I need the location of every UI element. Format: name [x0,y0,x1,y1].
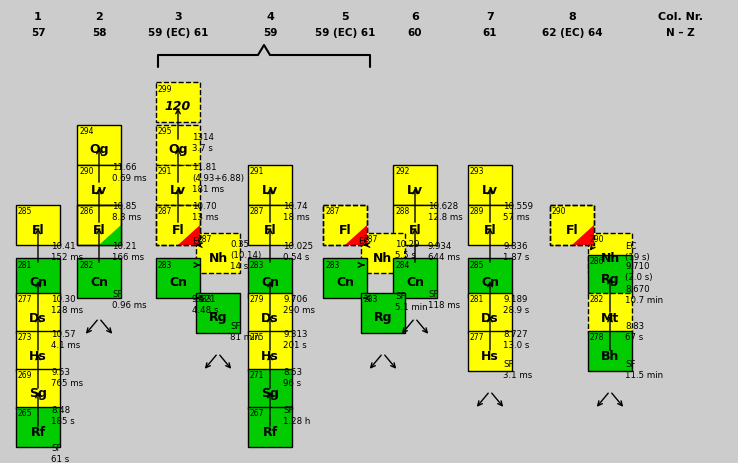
Text: Lv: Lv [262,183,278,196]
Text: Og: Og [168,144,187,156]
Bar [588,331,632,371]
Text: SF
61 s: SF 61 s [51,444,69,463]
Bar [16,258,60,298]
Text: 289: 289 [470,207,484,217]
Bar [468,331,512,371]
Text: Fl: Fl [483,224,497,237]
Text: Og: Og [89,144,108,156]
Text: Rf: Rf [30,425,46,438]
Text: 10.559
57 ms: 10.559 57 ms [503,202,533,222]
Text: 7: 7 [486,12,494,22]
Text: 59: 59 [263,28,277,38]
Text: 9.706
290 ms: 9.706 290 ms [283,295,315,315]
Text: 286: 286 [79,207,94,217]
Bar [468,165,512,205]
Bar [156,165,200,205]
Polygon shape [178,225,200,245]
Text: 288: 288 [395,207,410,217]
Text: 281: 281 [18,261,32,269]
Text: Fl: Fl [566,224,579,237]
Text: 10.21
166 ms: 10.21 166 ms [112,242,144,262]
Bar [156,258,200,298]
Text: 120: 120 [165,100,191,113]
Bar [248,165,292,205]
Text: SF
118 ms: SF 118 ms [428,290,460,310]
Text: 9.189
28.9 s: 9.189 28.9 s [503,295,529,315]
Text: 11.81
(4.93+6.88)
181 ms: 11.81 (4.93+6.88) 181 ms [192,163,244,194]
Text: Fl: Fl [409,224,421,237]
Bar [361,233,405,273]
Text: 5: 5 [341,12,349,22]
Polygon shape [99,225,121,245]
Text: EC
(19 s): EC (19 s) [625,242,649,262]
Text: 8.53
96 s: 8.53 96 s [283,368,302,388]
Text: Nh: Nh [373,251,393,264]
Text: Rg: Rg [601,274,619,287]
Bar [468,258,512,298]
Text: 10.30
128 ms: 10.30 128 ms [51,295,83,315]
Text: Fl: Fl [32,224,44,237]
Bar [248,331,292,371]
Text: 11.66
0.69 ms: 11.66 0.69 ms [112,163,147,183]
Text: 265: 265 [18,409,32,419]
Text: Ds: Ds [30,312,46,325]
Text: 287: 287 [250,207,264,217]
Text: Hs: Hs [29,350,47,363]
Text: Mt: Mt [601,312,619,325]
Text: 282: 282 [79,261,93,269]
Bar [361,293,405,333]
Text: 275: 275 [250,333,264,343]
Bar [16,331,60,371]
Text: Bh: Bh [601,350,619,363]
Text: 290: 290 [79,168,94,176]
Text: Fl: Fl [263,224,276,237]
Text: 1314
3.7 s: 1314 3.7 s [192,133,214,153]
Text: 281: 281 [470,295,484,305]
Text: 287: 287 [363,236,377,244]
Bar [156,205,200,245]
Bar [468,293,512,333]
Bar [248,407,292,447]
Text: Fl: Fl [93,224,106,237]
Text: 283: 283 [250,261,264,269]
Text: 271: 271 [250,371,264,381]
Text: 9.521
4.48 s: 9.521 4.48 s [192,295,218,315]
Text: Nh: Nh [208,251,227,264]
Bar [550,205,594,245]
Bar [16,205,60,245]
Bar [16,293,60,333]
Text: 9.710
(2.0 s): 9.710 (2.0 s) [625,262,652,282]
Text: SF
81 min: SF 81 min [230,322,260,342]
Text: 6: 6 [411,12,419,22]
Text: SF
3.1 ms: SF 3.1 ms [503,360,532,380]
Bar [323,205,367,245]
Bar [77,205,121,245]
Text: Rf: Rf [263,425,277,438]
Text: SF
0.96 ms: SF 0.96 ms [112,290,147,310]
Text: 283: 283 [325,261,339,269]
Polygon shape [345,225,367,245]
Text: SF
11.5 min: SF 11.5 min [625,360,663,380]
Text: 269: 269 [18,371,32,381]
Text: 10.628
12.8 ms: 10.628 12.8 ms [428,202,463,222]
Text: 59 (EC) 61: 59 (EC) 61 [315,28,375,38]
Text: 285: 285 [18,207,32,217]
Text: 283: 283 [158,261,173,269]
Text: Cn: Cn [261,276,279,289]
Text: 8.48
185 s: 8.48 185 s [51,406,75,426]
Text: 290: 290 [552,207,567,217]
Text: 277: 277 [18,295,32,305]
Text: Cn: Cn [29,276,47,289]
Text: SF
1.28 h: SF 1.28 h [283,406,311,426]
Text: 290: 290 [590,236,604,244]
Text: 8: 8 [568,12,576,22]
Text: 58: 58 [92,28,106,38]
Bar [77,165,121,205]
Text: 283: 283 [198,295,213,305]
Text: Cn: Cn [90,276,108,289]
Text: 57: 57 [31,28,45,38]
Text: Hs: Hs [481,350,499,363]
Bar [248,369,292,409]
Text: Cn: Cn [406,276,424,289]
Text: Nh: Nh [601,251,620,264]
